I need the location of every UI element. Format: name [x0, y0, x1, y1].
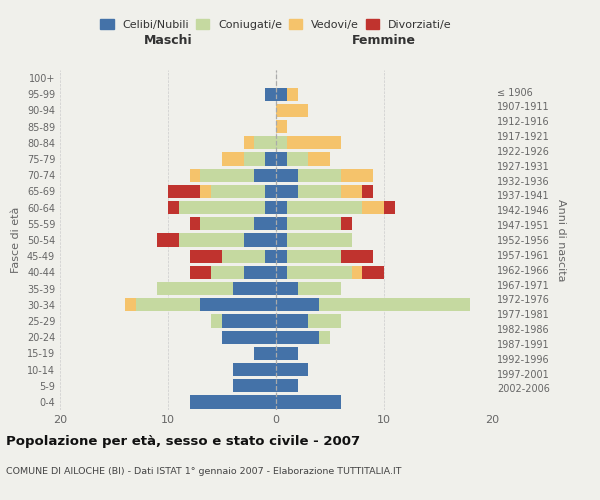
Bar — [298, 185, 341, 198]
Bar — [265, 185, 276, 198]
Bar — [308, 314, 341, 328]
Bar — [265, 152, 276, 166]
Bar — [287, 250, 341, 263]
Bar — [222, 152, 244, 166]
Bar — [233, 363, 276, 376]
Bar — [233, 379, 276, 392]
Bar — [244, 266, 276, 279]
Bar — [341, 217, 352, 230]
Bar — [287, 217, 341, 230]
Bar — [276, 234, 287, 246]
Text: COMUNE DI AILOCHE (BI) - Dati ISTAT 1° gennaio 2007 - Elaborazione TUTTITALIA.IT: COMUNE DI AILOCHE (BI) - Dati ISTAT 1° g… — [6, 468, 401, 476]
Bar — [222, 330, 276, 344]
Bar — [254, 136, 276, 149]
Bar — [190, 168, 200, 182]
Bar — [254, 217, 276, 230]
Bar — [287, 266, 352, 279]
Bar — [276, 104, 308, 117]
Bar — [276, 346, 298, 360]
Bar — [276, 282, 298, 295]
Bar — [265, 201, 276, 214]
Bar — [362, 266, 384, 279]
Bar — [276, 217, 287, 230]
Bar — [157, 282, 233, 295]
Bar — [254, 168, 276, 182]
Bar — [276, 314, 308, 328]
Bar — [276, 298, 319, 312]
Bar — [190, 250, 222, 263]
Bar — [276, 136, 287, 149]
Bar — [352, 266, 362, 279]
Bar — [341, 168, 373, 182]
Bar — [276, 396, 341, 408]
Bar — [157, 234, 179, 246]
Bar — [211, 266, 244, 279]
Bar — [200, 217, 254, 230]
Text: Popolazione per età, sesso e stato civile - 2007: Popolazione per età, sesso e stato civil… — [6, 435, 360, 448]
Bar — [287, 152, 308, 166]
Bar — [200, 168, 254, 182]
Bar — [384, 201, 395, 214]
Bar — [179, 201, 265, 214]
Bar — [244, 136, 254, 149]
Text: Femmine: Femmine — [352, 34, 416, 48]
Bar — [265, 88, 276, 101]
Bar — [276, 250, 287, 263]
Bar — [276, 152, 287, 166]
Bar — [276, 363, 308, 376]
Legend: Celibi/Nubili, Coniugati/e, Vedovi/e, Divorziati/e: Celibi/Nubili, Coniugati/e, Vedovi/e, Di… — [96, 14, 456, 34]
Bar — [190, 266, 211, 279]
Bar — [168, 185, 200, 198]
Bar — [222, 250, 265, 263]
Bar — [341, 250, 373, 263]
Bar — [265, 250, 276, 263]
Bar — [190, 396, 276, 408]
Bar — [341, 185, 362, 198]
Bar — [298, 168, 341, 182]
Y-axis label: Fasce di età: Fasce di età — [11, 207, 21, 273]
Bar — [319, 298, 470, 312]
Bar — [308, 152, 330, 166]
Bar — [211, 185, 265, 198]
Bar — [244, 152, 265, 166]
Bar — [362, 201, 384, 214]
Bar — [233, 282, 276, 295]
Bar — [244, 234, 276, 246]
Bar — [276, 88, 287, 101]
Bar — [136, 298, 200, 312]
Bar — [276, 330, 319, 344]
Bar — [254, 346, 276, 360]
Bar — [287, 88, 298, 101]
Bar — [276, 266, 287, 279]
Bar — [276, 120, 287, 134]
Bar — [276, 379, 298, 392]
Bar — [287, 136, 341, 149]
Bar — [276, 168, 298, 182]
Bar — [319, 330, 330, 344]
Bar — [287, 234, 352, 246]
Bar — [362, 185, 373, 198]
Bar — [179, 234, 244, 246]
Bar — [125, 298, 136, 312]
Bar — [287, 201, 362, 214]
Bar — [211, 314, 222, 328]
Bar — [168, 201, 179, 214]
Bar — [200, 185, 211, 198]
Bar — [298, 282, 341, 295]
Bar — [276, 185, 298, 198]
Text: Maschi: Maschi — [143, 34, 193, 48]
Bar — [222, 314, 276, 328]
Bar — [200, 298, 276, 312]
Bar — [190, 217, 200, 230]
Bar — [276, 201, 287, 214]
Y-axis label: Anni di nascita: Anni di nascita — [556, 198, 566, 281]
